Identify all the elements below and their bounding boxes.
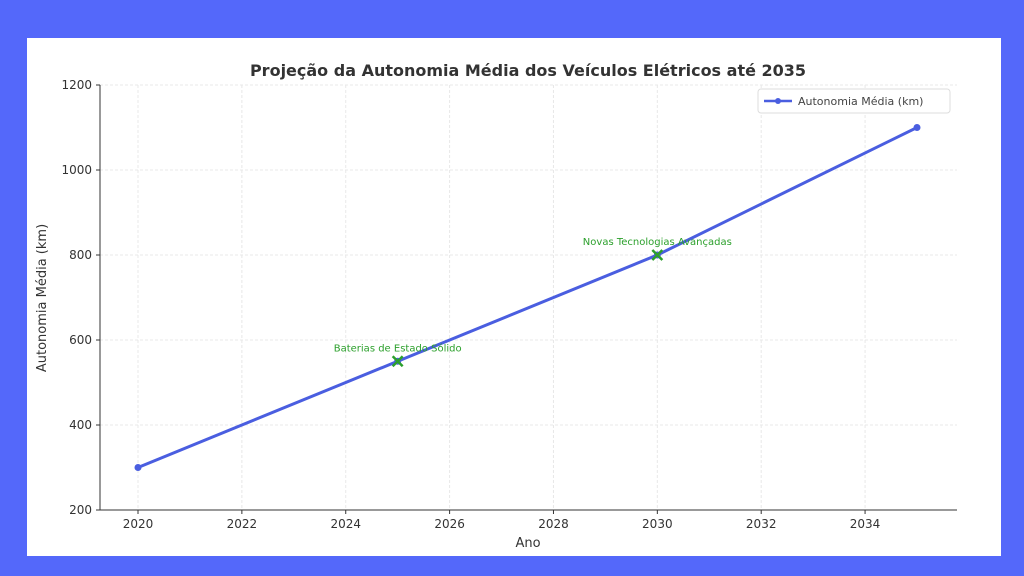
y-tick-label: 400 (69, 418, 92, 432)
annotation-marker (391, 355, 404, 368)
y-tick-label: 800 (69, 248, 92, 262)
y-tick-label: 1200 (61, 78, 92, 92)
y-tick-label: 600 (69, 333, 92, 347)
legend-label: Autonomia Média (km) (798, 95, 923, 108)
legend-box (757, 88, 951, 114)
x-tick-label: 2022 (227, 517, 258, 531)
chart-title: Projeção da Autonomia Média dos Veículos… (250, 61, 806, 80)
x-tick-label: 2030 (642, 517, 673, 531)
x-tick-label: 2020 (123, 517, 154, 531)
data-point (134, 464, 142, 471)
series-line (137, 126, 918, 469)
x-tick-label: 2028 (538, 517, 569, 531)
x-tick-label: 2024 (330, 517, 361, 531)
x-tick-label: 2032 (746, 517, 777, 531)
annotation-label: Baterias de Estado Sólido (334, 342, 462, 354)
annotation-label: Novas Tecnologias Avançadas (583, 237, 732, 248)
legend: Autonomia Média (km) (757, 88, 951, 114)
annotation-marker (651, 249, 664, 261)
x-axis-label: Ano (515, 536, 540, 551)
y-tick-label: 200 (69, 503, 92, 517)
chart-card (27, 38, 1001, 556)
x-tick-label: 2026 (434, 517, 465, 531)
x-tick-label: 2034 (850, 517, 881, 531)
legend-marker (775, 98, 781, 104)
y-tick-label: 1000 (61, 163, 92, 177)
data-point (913, 124, 921, 131)
y-axis-label: Autonomia Média (km) (35, 224, 50, 372)
